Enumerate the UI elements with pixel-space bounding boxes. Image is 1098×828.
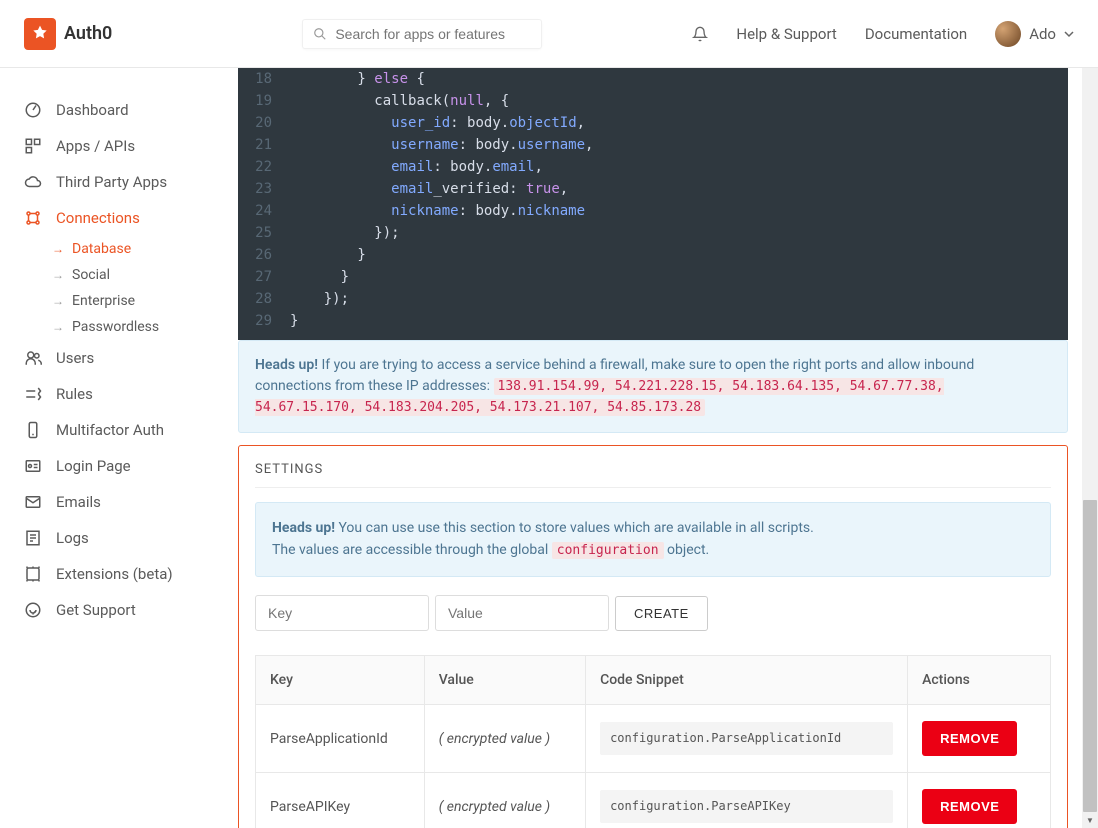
code-line: 19 callback(null, { (238, 90, 1068, 112)
main-content: 18 } else {19 callback(null, {20 user_id… (226, 68, 1098, 828)
settings-alert-heading: Heads up! (272, 520, 335, 536)
sidebar-item-login-page[interactable]: Login Page (0, 448, 226, 484)
avatar (995, 21, 1021, 47)
sidebar-item-emails[interactable]: Emails (0, 484, 226, 520)
row-key: ParseAPIKey (256, 773, 425, 828)
vertical-scrollbar[interactable]: ▲ ▼ (1082, 0, 1098, 828)
value-input[interactable] (435, 595, 609, 631)
code-line: 20 user_id: body.objectId, (238, 112, 1068, 134)
sidebar-item-logs[interactable]: Logs (0, 520, 226, 556)
code-line: 28 }); (238, 288, 1068, 310)
rules-icon (24, 385, 42, 403)
sidebar-subitem-social[interactable]: →Social (52, 262, 226, 288)
firewall-alert: Heads up! If you are trying to access a … (238, 340, 1068, 433)
logo[interactable]: Auth0 (24, 18, 112, 50)
sidebar-item-apps-apis[interactable]: Apps / APIs (0, 128, 226, 164)
help-support-link[interactable]: Help & Support (736, 25, 836, 43)
documentation-link[interactable]: Documentation (865, 25, 967, 43)
arrow-icon: → (52, 268, 64, 282)
sidebar-item-rules[interactable]: Rules (0, 376, 226, 412)
dashboard-icon (24, 101, 42, 119)
arrow-icon: → (52, 320, 64, 334)
top-right-nav: Help & Support Documentation Ado (692, 21, 1074, 47)
logs-icon (24, 529, 42, 547)
brand-name: Auth0 (64, 23, 112, 44)
col-value: Value (424, 656, 585, 705)
settings-title: SETTINGS (255, 462, 1051, 488)
user-name: Ado (1029, 25, 1056, 43)
chevron-down-icon (1064, 29, 1074, 39)
login-icon (24, 457, 42, 475)
sidebar: DashboardApps / APIsThird Party AppsConn… (0, 68, 226, 828)
sidebar-item-get-support[interactable]: Get Support (0, 592, 226, 628)
row-value: ( encrypted value ) (424, 705, 585, 773)
top-bar: Auth0 Help & Support Documentation Ado (0, 0, 1098, 68)
notifications-icon[interactable] (692, 26, 708, 42)
sidebar-item-users[interactable]: Users (0, 340, 226, 376)
col-actions: Actions (908, 656, 1051, 705)
extensions-icon (24, 565, 42, 583)
support-icon (24, 601, 42, 619)
row-snippet: configuration.ParseAPIKey (586, 773, 908, 828)
cloud-icon (24, 173, 42, 191)
row-value: ( encrypted value ) (424, 773, 585, 828)
sidebar-item-third-party-apps[interactable]: Third Party Apps (0, 164, 226, 200)
key-input[interactable] (255, 595, 429, 631)
search-box[interactable] (302, 19, 542, 49)
sidebar-item-connections[interactable]: Connections (0, 200, 226, 236)
settings-table: Key Value Code Snippet Actions ParseAppl… (255, 655, 1051, 828)
apps-icon (24, 137, 42, 155)
sidebar-item-dashboard[interactable]: Dashboard (0, 92, 226, 128)
alert-heading: Heads up! (255, 357, 318, 373)
scroll-track[interactable] (1082, 16, 1098, 812)
code-line: 18 } else { (238, 68, 1068, 90)
row-snippet: configuration.ParseApplicationId (586, 705, 908, 773)
sidebar-subitem-passwordless[interactable]: →Passwordless (52, 314, 226, 340)
user-menu[interactable]: Ado (995, 21, 1074, 47)
configuration-code: configuration (552, 542, 664, 559)
code-editor[interactable]: 18 } else {19 callback(null, {20 user_id… (238, 68, 1068, 340)
code-line: 22 email: body.email, (238, 156, 1068, 178)
mfa-icon (24, 421, 42, 439)
remove-button[interactable]: REMOVE (922, 721, 1017, 756)
logo-badge-icon (24, 18, 56, 50)
code-line: 29} (238, 310, 1068, 332)
code-line: 21 username: body.username, (238, 134, 1068, 156)
sidebar-item-extensions-beta-[interactable]: Extensions (beta) (0, 556, 226, 592)
code-line: 24 nickname: body.nickname (238, 200, 1068, 222)
create-button[interactable]: CREATE (615, 596, 708, 631)
settings-row: ParseApplicationId( encrypted value )con… (256, 705, 1051, 773)
emails-icon (24, 493, 42, 511)
users-icon (24, 349, 42, 367)
arrow-icon: → (52, 242, 64, 256)
settings-row: ParseAPIKey( encrypted value )configurat… (256, 773, 1051, 828)
scroll-down-button[interactable]: ▼ (1082, 812, 1098, 828)
sidebar-item-multifactor-auth[interactable]: Multifactor Auth (0, 412, 226, 448)
sidebar-subitem-enterprise[interactable]: →Enterprise (52, 288, 226, 314)
code-line: 27 } (238, 266, 1068, 288)
connections-icon (24, 209, 42, 227)
scroll-thumb[interactable] (1083, 500, 1097, 812)
search-input[interactable] (335, 26, 531, 42)
create-kv-form: CREATE (255, 595, 1051, 631)
code-line: 25 }); (238, 222, 1068, 244)
sidebar-subitem-database[interactable]: →Database (52, 236, 226, 262)
code-line: 23 email_verified: true, (238, 178, 1068, 200)
settings-panel: SETTINGS Heads up! You can use use this … (238, 445, 1068, 828)
search-icon (313, 27, 327, 41)
row-actions: REMOVE (908, 773, 1051, 828)
row-actions: REMOVE (908, 705, 1051, 773)
row-key: ParseApplicationId (256, 705, 425, 773)
arrow-icon: → (52, 294, 64, 308)
settings-alert: Heads up! You can use use this section t… (255, 502, 1051, 577)
col-key: Key (256, 656, 425, 705)
col-snippet: Code Snippet (586, 656, 908, 705)
remove-button[interactable]: REMOVE (922, 789, 1017, 824)
code-line: 26 } (238, 244, 1068, 266)
